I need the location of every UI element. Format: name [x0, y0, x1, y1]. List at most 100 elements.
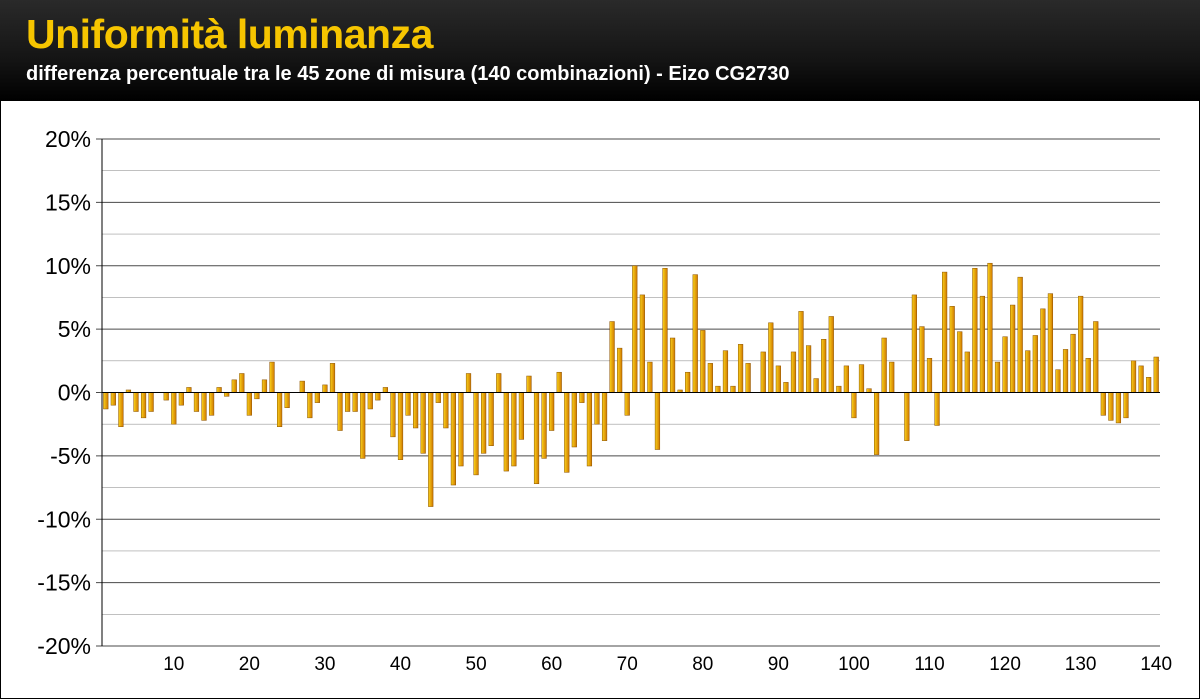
bar [503, 392, 509, 472]
bar [858, 364, 865, 393]
bar [1146, 377, 1152, 393]
bar [722, 350, 729, 393]
y-axis: -20% -15% -10% -5% 0% 5% 10% 15% 20% [37, 126, 91, 659]
x-tick-label: 110 [914, 654, 944, 675]
bar [231, 379, 237, 393]
x-tick-label: 130 [1065, 654, 1097, 675]
bar [171, 392, 177, 425]
bar [1138, 365, 1144, 393]
bar [843, 365, 849, 393]
bar [851, 392, 857, 419]
y-tick-label: -20% [37, 633, 91, 659]
bar [322, 384, 328, 393]
bar [533, 392, 540, 485]
bar [707, 363, 713, 393]
bar [239, 373, 245, 393]
bar [654, 392, 661, 450]
bar [942, 271, 948, 393]
bar [700, 330, 706, 393]
bar [813, 378, 819, 393]
bar [1108, 392, 1114, 421]
bar [246, 392, 252, 416]
bar [579, 392, 585, 403]
bar [284, 392, 290, 408]
bar [821, 339, 827, 393]
bar [662, 268, 668, 393]
bar [783, 382, 789, 393]
x-tick-label: 50 [466, 654, 487, 675]
bar [140, 392, 147, 419]
bar [790, 351, 797, 393]
bar [367, 392, 373, 410]
bar [443, 392, 449, 429]
bar [1040, 308, 1046, 393]
bar [1093, 321, 1099, 393]
y-tick-label: -5% [50, 443, 91, 469]
bar [745, 363, 751, 393]
y-tick-label: 15% [45, 189, 91, 215]
bar [481, 392, 487, 454]
y-tick-label: 5% [58, 316, 91, 342]
axes [101, 139, 1160, 646]
bar [1062, 349, 1069, 393]
bar [617, 347, 623, 393]
bar [473, 392, 479, 476]
bar [224, 392, 230, 397]
bar [926, 358, 933, 393]
bar [178, 392, 184, 406]
bar [911, 294, 917, 393]
bar [632, 265, 638, 393]
bar [110, 392, 116, 406]
bar [1017, 276, 1023, 393]
bar [715, 385, 721, 393]
bar [352, 392, 358, 412]
bar [133, 392, 139, 412]
x-tick-label: 70 [617, 654, 638, 675]
bar [1085, 358, 1091, 393]
bar [1032, 335, 1038, 393]
bar [806, 345, 812, 393]
bar [413, 392, 419, 429]
bar [208, 392, 215, 416]
bar [979, 295, 985, 393]
bar [1055, 369, 1061, 393]
bar [496, 373, 502, 393]
bar [103, 392, 109, 410]
chart-title: Uniformità luminanza [26, 11, 433, 57]
bar [360, 392, 366, 459]
bar [511, 392, 517, 467]
bar [1002, 336, 1008, 393]
bar [972, 268, 978, 393]
chart-header: Uniformità luminanza differenza percentu… [0, 0, 1200, 101]
bar [186, 387, 192, 393]
x-tick-label: 100 [838, 654, 870, 675]
bar [465, 373, 472, 393]
x-tick-label: 140 [1140, 654, 1172, 675]
bar-chart: -20% -15% -10% -5% 0% 5% 10% 15% 20% 10 20 30 40 50 6… [37, 126, 1172, 675]
bar [639, 294, 645, 393]
bar [874, 392, 880, 455]
bar [382, 387, 388, 393]
bar [193, 392, 200, 412]
bar [994, 361, 1001, 393]
bar [1025, 350, 1031, 393]
bar [435, 392, 441, 403]
bar [269, 361, 275, 393]
bar [775, 365, 781, 393]
bar [329, 363, 336, 393]
bar [669, 337, 676, 393]
y-tick-label: 0% [58, 380, 91, 406]
x-tick-label: 20 [239, 654, 260, 675]
x-axis: 10 20 30 40 50 60 70 80 90 100 110 120 130 140 [163, 654, 1172, 675]
bar-series [103, 262, 1159, 507]
bar [889, 361, 895, 393]
bar [345, 392, 351, 412]
bar [549, 392, 555, 431]
y-tick-label: -10% [37, 506, 91, 532]
bar [1153, 356, 1159, 393]
bar [866, 388, 872, 393]
bar [685, 371, 691, 393]
y-tick-label: 20% [45, 126, 91, 152]
bar [541, 392, 547, 459]
bar [405, 392, 411, 416]
